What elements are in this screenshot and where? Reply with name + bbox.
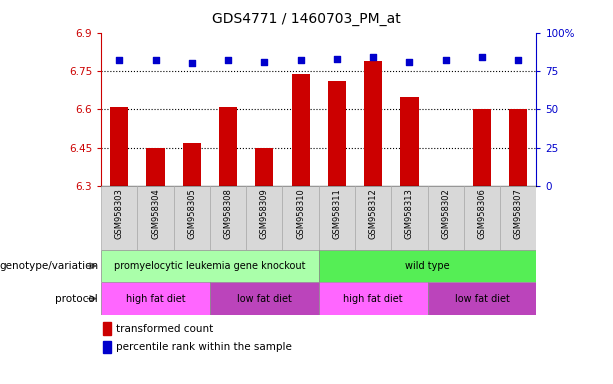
Bar (183, 143, 201, 186)
Point (405, 59, 414, 65)
Text: protocol: protocol (55, 293, 98, 304)
Bar (319, 282, 428, 315)
Text: GSM958305: GSM958305 (188, 188, 196, 239)
Text: wild type: wild type (405, 261, 450, 271)
Text: GSM958308: GSM958308 (224, 188, 232, 239)
Bar (104, 341, 111, 353)
Bar (292, 74, 310, 186)
Text: GSM958302: GSM958302 (441, 188, 450, 239)
Bar (283, 186, 319, 250)
Bar (400, 97, 419, 186)
Bar (464, 186, 500, 250)
Bar (210, 282, 319, 315)
Bar (101, 282, 210, 315)
Text: GSM958312: GSM958312 (368, 188, 378, 239)
Point (115, 57, 124, 63)
Bar (428, 186, 464, 250)
Text: genotype/variation: genotype/variation (0, 261, 98, 271)
Point (441, 57, 451, 63)
Text: high fat diet: high fat diet (126, 293, 185, 304)
Text: GSM958304: GSM958304 (151, 188, 160, 239)
Text: GSM958311: GSM958311 (332, 188, 341, 239)
Point (477, 54, 487, 60)
Bar (104, 323, 111, 335)
Bar (319, 250, 536, 282)
Text: GSM958313: GSM958313 (405, 188, 414, 239)
Text: GSM958303: GSM958303 (115, 188, 124, 239)
Point (332, 56, 342, 62)
Bar (101, 250, 319, 282)
Bar (173, 186, 210, 250)
Text: percentile rank within the sample: percentile rank within the sample (115, 342, 291, 352)
Bar (391, 186, 427, 250)
Bar (219, 107, 237, 186)
Text: low fat diet: low fat diet (237, 293, 292, 304)
Text: GSM958306: GSM958306 (478, 188, 487, 239)
Bar (110, 107, 128, 186)
Point (368, 54, 378, 60)
Bar (509, 109, 527, 186)
Point (295, 57, 305, 63)
Bar (364, 61, 383, 186)
Bar (328, 81, 346, 186)
Bar (137, 186, 173, 250)
Text: high fat diet: high fat diet (343, 293, 403, 304)
Bar (500, 186, 536, 250)
Bar (255, 148, 273, 186)
Point (187, 60, 197, 66)
Point (259, 59, 269, 65)
Text: promyelocytic leukemia gene knockout: promyelocytic leukemia gene knockout (114, 261, 306, 271)
Text: GSM958309: GSM958309 (260, 188, 269, 239)
Text: GSM958307: GSM958307 (514, 188, 523, 239)
Bar (246, 186, 283, 250)
Bar (210, 186, 246, 250)
Point (223, 57, 233, 63)
Text: GDS4771 / 1460703_PM_at: GDS4771 / 1460703_PM_at (212, 12, 401, 25)
Text: low fat diet: low fat diet (454, 293, 509, 304)
Bar (355, 186, 391, 250)
Bar (473, 109, 491, 186)
Text: transformed count: transformed count (115, 324, 213, 334)
Bar (428, 282, 536, 315)
Bar (147, 148, 165, 186)
Text: GSM958310: GSM958310 (296, 188, 305, 239)
Point (151, 57, 161, 63)
Bar (101, 186, 137, 250)
Point (513, 57, 523, 63)
Bar (319, 186, 355, 250)
